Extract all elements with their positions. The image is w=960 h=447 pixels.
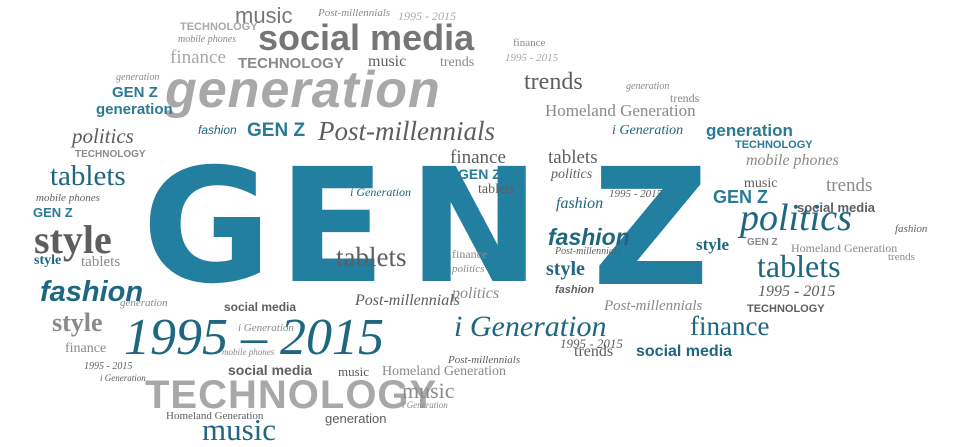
word-years: 1995 - 2015	[560, 336, 623, 351]
word-tablets: tablets	[478, 182, 515, 197]
word-generation: generation	[325, 411, 387, 426]
word-music: music	[338, 364, 370, 379]
word-post-millennials: Post-millennials	[318, 7, 391, 19]
word-social-media: social media	[224, 300, 297, 314]
word-trends: trends	[524, 69, 583, 95]
word-finance-large: finance	[690, 311, 770, 341]
word-fashion: fashion	[198, 123, 237, 137]
word-social-media: social media	[228, 362, 313, 378]
word-technology: TECHNOLOGY	[747, 303, 825, 315]
word-post-millennials: Post-millennials	[355, 292, 460, 309]
letter-g: G	[142, 135, 272, 319]
word-style: style	[52, 308, 103, 337]
word-years: 1995 - 2015	[505, 52, 559, 64]
word-generation: generation	[706, 121, 793, 140]
word-social-media: social media	[258, 17, 475, 58]
word-gen-z: GEN Z	[247, 120, 306, 141]
word-years: 1995 - 2015	[758, 283, 836, 300]
word-gen-z: GEN Z	[458, 166, 501, 182]
word-years: 1995 - 2015	[84, 361, 133, 372]
word-homeland-generation: Homeland Generation	[382, 364, 507, 379]
letter-z: Z	[592, 135, 710, 323]
word-style: style	[34, 253, 62, 268]
word-style: style	[34, 217, 112, 262]
word-politics: politics	[452, 285, 500, 302]
word-generation: generation	[626, 81, 670, 92]
word-trends: trends	[888, 251, 915, 263]
word-technology: TECHNOLOGY	[238, 55, 344, 72]
word-tablets-large: tablets	[757, 248, 841, 284]
word-mobile-phones: mobile phones	[222, 347, 275, 357]
word-fashion: fashion	[555, 284, 595, 296]
word-gen-z: GEN Z	[112, 84, 158, 101]
word-post-millennials: Post-millennials	[448, 354, 521, 366]
word-mobile-phones: mobile phones	[36, 192, 100, 204]
word-style: style	[696, 235, 730, 254]
word-homeland-generation: Homeland Generation	[791, 241, 898, 255]
word-social-media: social media	[636, 343, 733, 360]
word-finance: finance	[65, 341, 107, 356]
word-politics: politics	[452, 263, 485, 275]
word-tablets: tablets	[50, 160, 126, 192]
word-post-millennials: Post-millennials	[604, 298, 703, 314]
word-i-generation: i Generation	[402, 400, 448, 410]
word-generation: generation	[120, 297, 168, 309]
word-finance: finance	[450, 147, 506, 168]
word-post-millennials: Post-millennials	[318, 116, 495, 146]
word-technology: TECHNOLOGY	[180, 21, 258, 33]
word-generation-large: generation	[165, 61, 441, 119]
word-i-generation-large: i Generation	[454, 310, 607, 343]
word-politics-large: politics	[740, 197, 852, 239]
word-i-generation: i Generation	[612, 123, 684, 138]
word-gen-z: GEN Z	[747, 237, 778, 248]
word-finance: finance	[452, 247, 488, 261]
word-music-large: music	[202, 412, 277, 447]
letter-n: N	[408, 135, 541, 319]
word-technology-large: TECHNOLOGY	[145, 373, 438, 417]
word-fashion: fashion	[40, 276, 144, 308]
word-style: style	[546, 258, 585, 280]
word-fashion: fashion	[895, 223, 928, 235]
word-years: 1995 - 2015	[609, 188, 663, 200]
word-homeland-generation: Homeland Generation	[166, 410, 264, 422]
word-i-generation: i Generation	[350, 185, 411, 199]
word-finance: finance	[170, 47, 226, 68]
word-trends: trends	[670, 91, 700, 105]
word-fashion: fashion	[556, 195, 604, 212]
word-trends: trends	[440, 55, 475, 70]
word-generation: generation	[96, 101, 173, 118]
word-music: music	[744, 176, 778, 191]
word-generation: generation	[116, 72, 160, 83]
word-i-generation: i Generation	[238, 322, 294, 334]
word-fashion: fashion	[548, 224, 630, 250]
word-social-media: social media	[797, 200, 876, 215]
word-mobile-phones: mobile phones	[746, 152, 839, 169]
word-gen-z: GEN Z	[33, 205, 73, 220]
word-music: music	[402, 378, 455, 403]
word-politics: politics	[551, 167, 593, 182]
letter-e: E	[278, 135, 386, 319]
word-music: music	[368, 53, 407, 70]
word-mobile-phones: mobile phones	[178, 34, 237, 45]
word-tablets: tablets	[336, 242, 407, 272]
word-trends: trends	[574, 343, 614, 360]
word-years-large: 1995 – 2015	[124, 309, 384, 366]
word-i-generation: i Generation	[100, 373, 146, 383]
word-politics: politics	[72, 124, 134, 148]
word-tablets: tablets	[81, 254, 121, 270]
word-finance: finance	[513, 37, 546, 49]
word-years: 1995 - 2015	[398, 9, 456, 23]
center-gen-z: G E N Z	[140, 146, 780, 310]
word-technology: TECHNOLOGY	[75, 149, 146, 160]
word-trends: trends	[826, 175, 873, 196]
word-post-millennials: Post-millennials	[555, 246, 621, 257]
word-tablets: tablets	[548, 147, 598, 168]
word-homeland-generation: Homeland Generation	[545, 101, 696, 120]
word-technology: TECHNOLOGY	[735, 139, 813, 151]
word-gen-z: GEN Z	[713, 187, 769, 207]
word-music: music	[235, 3, 293, 28]
